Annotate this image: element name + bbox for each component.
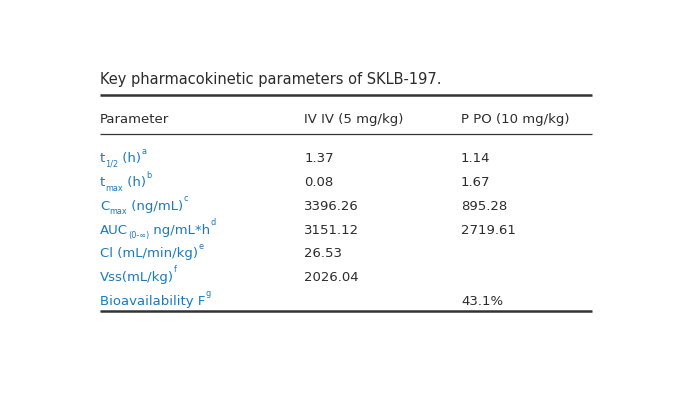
Text: IV IV (5 mg/kg): IV IV (5 mg/kg) (304, 113, 404, 126)
Text: Parameter: Parameter (100, 113, 169, 126)
Text: Vss(mL/kg): Vss(mL/kg) (100, 271, 174, 284)
Text: max: max (109, 207, 127, 216)
Text: 3151.12: 3151.12 (304, 224, 359, 237)
Text: 43.1%: 43.1% (461, 295, 503, 308)
Text: 895.28: 895.28 (461, 200, 508, 213)
Text: Key pharmacokinetic parameters of SKLB-197.: Key pharmacokinetic parameters of SKLB-1… (100, 72, 441, 87)
Text: 1.37: 1.37 (304, 152, 333, 166)
Text: P PO (10 mg/kg): P PO (10 mg/kg) (461, 113, 570, 126)
Text: 0.08: 0.08 (304, 176, 333, 189)
Text: AUC: AUC (100, 224, 128, 237)
Text: e: e (198, 242, 203, 251)
Text: g: g (205, 289, 211, 298)
Text: Cl (mL/min/kg): Cl (mL/min/kg) (100, 247, 198, 260)
Text: 2026.04: 2026.04 (304, 271, 358, 284)
Text: (h): (h) (123, 176, 146, 189)
Text: a: a (142, 147, 146, 156)
Text: (h): (h) (118, 152, 142, 166)
Text: f: f (174, 265, 177, 275)
Text: c: c (183, 194, 188, 203)
Text: ng/mL*h: ng/mL*h (149, 224, 211, 237)
Text: 2719.61: 2719.61 (461, 224, 516, 237)
Text: t: t (100, 152, 105, 166)
Text: b: b (146, 171, 151, 180)
Text: 1/2: 1/2 (105, 160, 118, 169)
Text: C: C (100, 200, 109, 213)
Text: (0-∞): (0-∞) (128, 231, 149, 240)
Text: (ng/mL): (ng/mL) (127, 200, 183, 213)
Text: max: max (105, 184, 123, 193)
Text: 26.53: 26.53 (304, 247, 342, 260)
Text: t: t (100, 176, 105, 189)
Text: Bioavailability F: Bioavailability F (100, 295, 205, 308)
Text: 1.67: 1.67 (461, 176, 491, 189)
Text: 1.14: 1.14 (461, 152, 491, 166)
Text: d: d (211, 218, 216, 227)
Text: 3396.26: 3396.26 (304, 200, 359, 213)
